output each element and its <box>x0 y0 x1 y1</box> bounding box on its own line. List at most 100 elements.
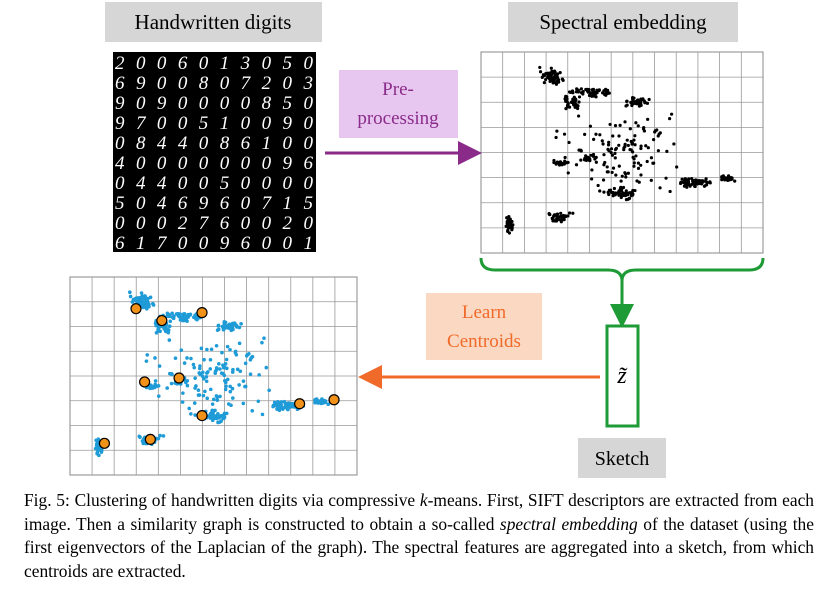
point <box>601 142 605 146</box>
point <box>571 91 575 95</box>
point <box>231 396 235 400</box>
point <box>589 153 593 157</box>
point <box>672 142 676 146</box>
point <box>185 319 189 323</box>
point <box>653 129 657 133</box>
sketch-label: Sketch <box>595 448 649 470</box>
point <box>200 374 205 378</box>
point <box>139 291 144 295</box>
sketch-symbol: z̃ <box>616 363 628 389</box>
point <box>249 356 254 360</box>
point <box>136 300 140 304</box>
point <box>639 98 644 102</box>
point <box>573 105 577 109</box>
preprocessing-label: processing <box>357 108 439 129</box>
point <box>727 178 731 182</box>
point <box>191 362 196 367</box>
point <box>282 399 287 404</box>
point <box>222 322 227 327</box>
point <box>563 155 567 160</box>
point <box>623 120 627 124</box>
point <box>605 170 609 174</box>
point <box>556 72 560 76</box>
point <box>630 103 634 108</box>
point <box>591 152 596 157</box>
point <box>607 91 611 95</box>
point <box>686 180 691 184</box>
point <box>608 122 612 127</box>
point <box>151 303 156 307</box>
point <box>628 127 632 131</box>
point <box>590 177 594 181</box>
point <box>544 77 548 82</box>
centroid <box>196 410 208 422</box>
point <box>690 176 694 181</box>
point <box>590 168 594 172</box>
embedding-label: Spectral embedding <box>539 10 707 34</box>
point <box>618 123 622 127</box>
point <box>540 75 544 79</box>
centroid <box>156 314 168 327</box>
point <box>678 181 683 186</box>
point <box>165 386 169 390</box>
point <box>668 117 672 121</box>
point <box>188 313 192 317</box>
point <box>552 69 557 73</box>
point <box>592 137 596 141</box>
point <box>208 387 213 392</box>
point <box>153 379 158 383</box>
point <box>633 188 637 193</box>
point <box>642 129 647 133</box>
point <box>617 143 621 147</box>
point <box>613 191 618 195</box>
centroid <box>98 437 111 449</box>
point <box>590 88 594 92</box>
point <box>572 95 576 99</box>
point <box>282 405 287 410</box>
point <box>566 105 571 109</box>
point <box>211 397 216 402</box>
point <box>634 154 638 158</box>
point <box>596 183 600 188</box>
point <box>613 151 617 155</box>
point <box>633 143 637 147</box>
point <box>193 376 197 380</box>
point <box>700 182 704 186</box>
point <box>611 134 615 138</box>
point <box>239 322 243 326</box>
point <box>579 148 583 152</box>
point <box>588 124 593 128</box>
point <box>225 344 230 349</box>
point <box>156 394 161 398</box>
point <box>574 90 579 94</box>
point <box>550 216 554 221</box>
point <box>559 211 563 215</box>
point <box>682 179 686 183</box>
point <box>583 156 587 160</box>
point <box>174 312 179 316</box>
point <box>167 324 172 329</box>
point <box>226 402 231 406</box>
label-box <box>508 2 738 42</box>
point <box>609 151 613 155</box>
point <box>557 215 561 219</box>
centroid <box>173 372 185 384</box>
point <box>685 185 689 189</box>
point <box>218 394 222 399</box>
point <box>611 166 616 170</box>
point <box>609 190 614 194</box>
point <box>505 221 509 225</box>
point <box>636 124 640 128</box>
caption-text: spectral embedding <box>499 513 638 534</box>
point <box>626 171 630 175</box>
point <box>574 163 579 167</box>
point <box>202 357 206 362</box>
point <box>234 323 238 327</box>
point <box>180 400 185 404</box>
point <box>694 178 698 182</box>
point <box>185 356 189 360</box>
point <box>594 95 598 99</box>
point <box>687 182 691 187</box>
point <box>722 176 726 181</box>
